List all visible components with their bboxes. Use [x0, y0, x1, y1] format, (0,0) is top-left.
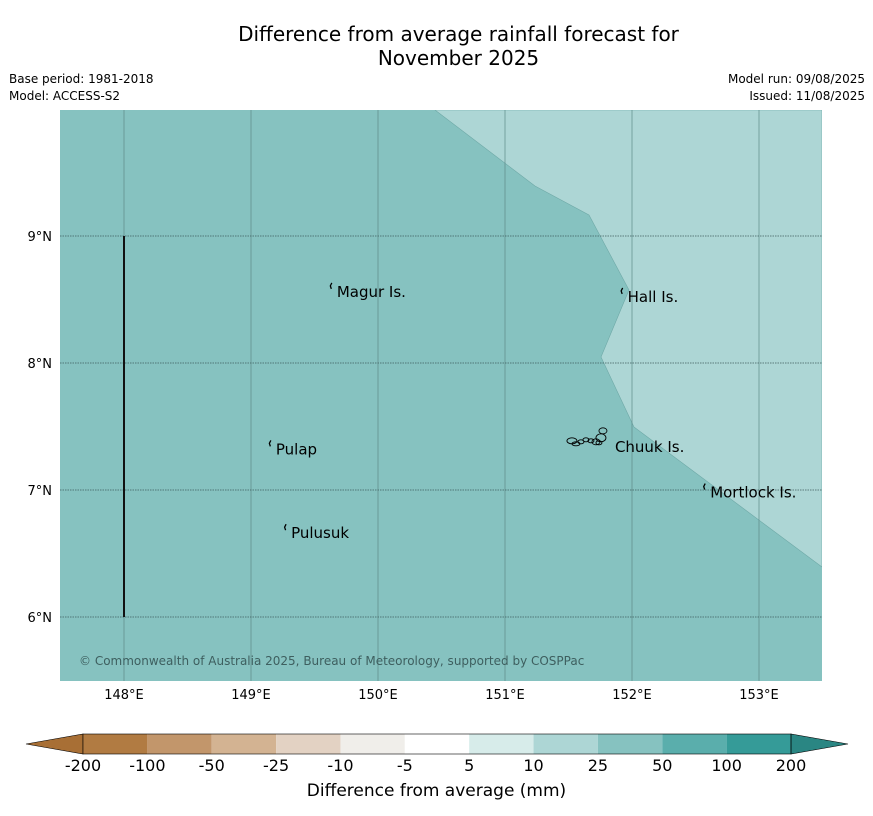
- model-name: Model: ACCESS-S2: [9, 89, 121, 103]
- lon-tick-label: 153°E: [739, 688, 779, 703]
- place-label: Pulap: [276, 440, 317, 458]
- colorbar-tick-label: -10: [327, 756, 353, 775]
- colorbar-bin: [469, 734, 534, 754]
- title-line-1: Difference from average rainfall forecas…: [238, 22, 679, 46]
- colorbar-bin: [726, 734, 791, 754]
- meta-right: Model run: 09/08/2025 Issued: 11/08/2025: [728, 71, 865, 105]
- islands: [268, 282, 706, 531]
- lon-tick-label: 149°E: [231, 688, 271, 703]
- place-label: Pulusuk: [291, 524, 349, 542]
- place-label: Chuuk Is.: [615, 438, 684, 456]
- colorbar-bin: [662, 734, 727, 754]
- meta-left: Base period: 1981-2018 Model: ACCESS-S2: [9, 71, 154, 105]
- colorbar-frame: [82, 733, 792, 755]
- colorbar-tick-label: -25: [263, 756, 289, 775]
- colorbar-extend-low: [25, 733, 84, 755]
- colorbar-extend-high: [790, 733, 849, 755]
- colorbar-bin: [597, 734, 663, 754]
- model-run: Model run: 09/08/2025: [727, 72, 865, 86]
- copyright-text: © Commonwealth of Australia 2025, Bureau…: [79, 654, 584, 668]
- chuuk-lagoon-islands: [566, 427, 608, 447]
- chuuk-islet: [587, 438, 595, 444]
- colorbar-tick-label: 100: [711, 756, 742, 775]
- lat-tick-label: 7°N: [28, 484, 53, 499]
- island-marker: [620, 287, 624, 295]
- colorbar: -200 -100 -50 -25 -10 -5 5 10 25 50 100 200: [25, 733, 849, 775]
- colorbar-tick-label: 10: [523, 756, 543, 775]
- lon-tick-label: 148°E: [104, 688, 144, 703]
- issued-date: Issued: 11/08/2025: [749, 89, 865, 103]
- colorbar-tick-label: 200: [776, 756, 807, 775]
- colorbar-bin: [83, 734, 148, 754]
- colorbar-tick-label: 5: [464, 756, 474, 775]
- chuuk-islet: [595, 440, 603, 446]
- colorbar-bin: [340, 734, 405, 754]
- lat-tick-label: 9°N: [28, 230, 53, 245]
- colorbar-bin: [276, 734, 341, 754]
- island-marker: [329, 282, 333, 290]
- island-marker: [283, 523, 287, 531]
- place-label: Hall Is.: [628, 288, 679, 306]
- place-label: Magur Is.: [337, 283, 406, 301]
- map-body: Magur Is. Hall Is. Pulap Chuuk Is. Mortlock …: [60, 110, 822, 681]
- lon-tick-label: 152°E: [612, 688, 652, 703]
- colorbar-tick-label: -200: [65, 756, 101, 775]
- anomaly-region-10-25: [434, 110, 822, 568]
- colorbar-bin: [211, 734, 277, 754]
- lon-tick-label: 150°E: [358, 688, 398, 703]
- lat-tick-label: 6°N: [28, 611, 53, 626]
- lat-tick-label: 8°N: [28, 357, 53, 372]
- colorbar-tick-label: 25: [588, 756, 608, 775]
- chuuk-islet: [598, 427, 608, 435]
- colorbar-tick-label: 50: [652, 756, 672, 775]
- title-line-2: November 2025: [377, 46, 540, 70]
- place-label: Mortlock Is.: [710, 484, 796, 502]
- lon-tick-label: 151°E: [485, 688, 525, 703]
- colorbar-bin: [404, 734, 470, 754]
- colorbar-bin: [147, 734, 212, 754]
- colorbar-tick-label: -100: [129, 756, 165, 775]
- colorbar-bin: [533, 734, 598, 754]
- colorbar-tick-label: -5: [397, 756, 413, 775]
- island-marker: [268, 440, 272, 447]
- chart-title: Difference from average rainfall forecas…: [0, 22, 873, 70]
- colorbar-label: Difference from average (mm): [306, 781, 567, 801]
- colorbar-tick-label: -50: [199, 756, 225, 775]
- base-period: Base period: 1981-2018: [9, 72, 154, 86]
- island-marker: [702, 483, 706, 490]
- chuuk-islet: [582, 437, 590, 443]
